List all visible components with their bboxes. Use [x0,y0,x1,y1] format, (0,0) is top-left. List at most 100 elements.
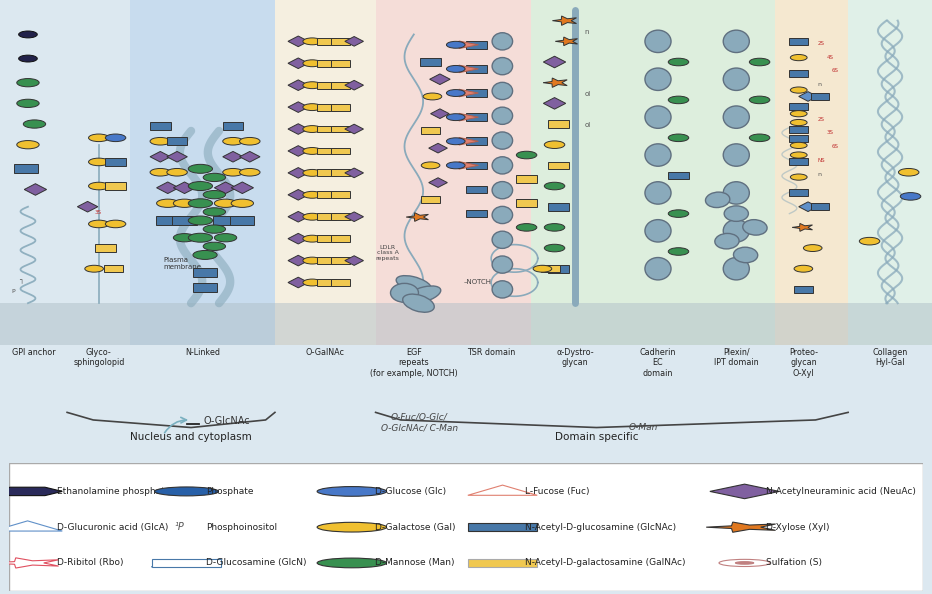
Bar [548,162,569,169]
Circle shape [89,134,109,141]
Text: N-Acetyl-D-glucosamine (GlcNAc): N-Acetyl-D-glucosamine (GlcNAc) [526,523,677,532]
Bar [95,244,116,252]
Bar [317,38,336,45]
Ellipse shape [715,233,739,249]
Text: Collagen
Hyl-Gal: Collagen Hyl-Gal [872,348,908,367]
Polygon shape [429,178,447,188]
Bar [130,0,275,345]
Circle shape [859,238,880,245]
Circle shape [790,55,807,61]
Text: N-Acetyl-D-galactosamine (GalNAc): N-Acetyl-D-galactosamine (GalNAc) [526,558,686,567]
Polygon shape [345,36,363,46]
Bar [452,0,531,345]
Bar [420,58,441,66]
Polygon shape [345,80,363,90]
Bar [848,0,932,345]
Circle shape [303,169,322,176]
Circle shape [668,210,689,217]
Circle shape [303,213,322,220]
Text: Plasma
membrane: Plasma membrane [163,257,201,270]
Polygon shape [0,558,59,568]
Polygon shape [345,256,363,266]
Text: O-Man: O-Man [628,423,658,432]
Bar [789,158,808,165]
Ellipse shape [723,182,749,204]
Bar [421,128,440,134]
Circle shape [303,125,322,132]
Polygon shape [345,212,363,222]
Text: L-Fucose (Fuc): L-Fucose (Fuc) [526,487,590,496]
Text: α-Dystro-
glycan: α-Dystro- glycan [556,348,594,367]
Ellipse shape [723,30,749,52]
Ellipse shape [492,182,513,199]
Text: ¹P: ¹P [174,522,185,532]
Polygon shape [430,74,450,84]
Circle shape [167,169,187,176]
Circle shape [150,137,171,145]
Bar [620,0,696,345]
Circle shape [533,266,552,272]
Circle shape [188,182,212,191]
Bar [317,125,336,132]
Bar [541,266,560,272]
Circle shape [19,55,37,62]
Circle shape [203,191,226,199]
Text: N-Linked: N-Linked [185,348,221,357]
Circle shape [303,82,322,89]
Circle shape [105,220,126,228]
Bar [213,216,238,225]
Bar [668,172,689,179]
Circle shape [240,137,260,145]
Bar [696,0,775,345]
Polygon shape [459,137,478,145]
Polygon shape [553,16,577,26]
Circle shape [23,120,46,128]
Polygon shape [24,184,47,195]
Bar [466,186,487,193]
Circle shape [17,99,39,108]
Circle shape [544,223,565,231]
Circle shape [223,169,243,176]
Ellipse shape [492,281,513,298]
Ellipse shape [391,283,418,302]
Bar [548,120,569,128]
Polygon shape [429,143,447,153]
Polygon shape [288,58,308,68]
Polygon shape [543,56,566,68]
Text: O-GlcNAc: O-GlcNAc [203,416,250,426]
Bar [548,203,569,210]
Bar [105,158,126,166]
Text: Phosphate: Phosphate [206,487,254,496]
Circle shape [223,137,243,145]
Polygon shape [288,146,308,156]
Circle shape [303,60,322,67]
Bar [150,122,171,129]
Text: D-Glucuronic acid (GlcA): D-Glucuronic acid (GlcA) [57,523,168,532]
Circle shape [668,96,689,104]
Text: Domain specific: Domain specific [555,432,638,442]
Bar [789,126,808,133]
Circle shape [668,58,689,66]
Polygon shape [288,277,308,288]
Bar [331,257,350,264]
Circle shape [303,104,322,110]
Polygon shape [799,91,817,102]
Circle shape [446,42,465,48]
Circle shape [231,199,254,207]
Circle shape [203,242,226,251]
Bar [317,235,336,242]
Bar [789,189,808,197]
Polygon shape [288,255,308,266]
Bar [67,0,130,345]
Ellipse shape [723,106,749,128]
Circle shape [317,558,387,568]
Bar [317,257,336,264]
Bar [317,213,336,220]
Ellipse shape [723,258,749,280]
Text: LDLR
class A
repeats: LDLR class A repeats [376,245,400,261]
Circle shape [446,90,465,96]
Bar [466,65,487,72]
Polygon shape [459,113,478,121]
Bar [0,303,932,345]
Bar [466,113,487,121]
